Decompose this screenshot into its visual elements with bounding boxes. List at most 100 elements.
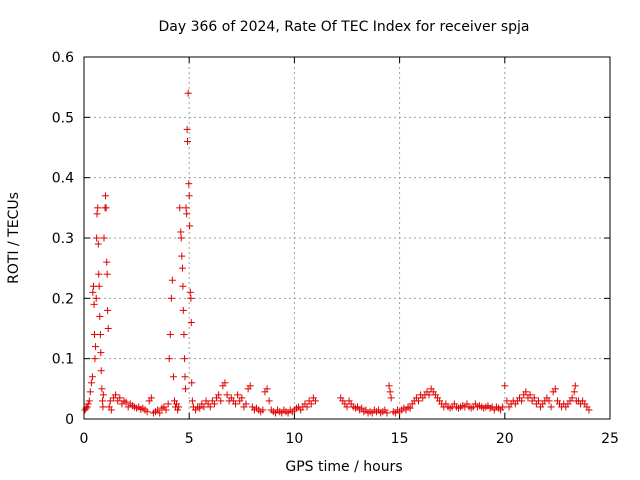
chart-title: Day 366 of 2024, Rate Of TEC Index for r…: [158, 19, 529, 35]
grid-layer: [84, 57, 610, 419]
data-point: [91, 355, 99, 363]
data-point: [570, 388, 578, 396]
data-point: [94, 204, 102, 212]
data-point: [101, 192, 109, 200]
data-point: [176, 204, 184, 212]
data-point: [86, 388, 94, 396]
data-point: [184, 137, 192, 145]
data-point: [181, 385, 189, 393]
data-point: [104, 325, 112, 332]
y-axis-label: ROTI / TECUs: [6, 192, 22, 284]
data-point: [425, 391, 433, 399]
data-point: [234, 391, 242, 399]
data-point: [96, 331, 104, 339]
data-point: [238, 394, 246, 402]
data-point: [547, 403, 555, 411]
data-point: [221, 379, 229, 387]
data-point: [92, 294, 100, 302]
data-point: [242, 400, 250, 408]
data-point: [188, 397, 196, 405]
data-point: [385, 382, 393, 390]
data-point: [303, 403, 311, 411]
y-tick-label: 0.6: [52, 50, 74, 66]
data-point: [147, 394, 155, 402]
y-tick-label: 0.2: [52, 291, 74, 307]
data-point: [503, 397, 511, 405]
data-point: [99, 397, 107, 405]
data-point: [571, 382, 579, 390]
data-point: [100, 234, 108, 242]
x-tick-label: 10: [285, 431, 303, 447]
data-point: [91, 331, 99, 339]
data-point: [182, 204, 190, 212]
data-point: [499, 403, 507, 411]
data-point: [177, 228, 185, 236]
data-point: [103, 258, 111, 266]
data-point: [383, 409, 391, 417]
data-point: [184, 89, 192, 97]
data-point: [106, 397, 114, 405]
data-point: [186, 288, 194, 296]
x-tick-label: 25: [601, 431, 619, 447]
data-point: [168, 276, 176, 284]
data-point: [386, 388, 394, 396]
data-point: [107, 406, 115, 414]
data-point: [122, 398, 130, 406]
data-point: [568, 394, 576, 402]
data-points: [81, 89, 593, 417]
y-tick-label: 0.5: [52, 110, 74, 126]
y-tick-label: 0.3: [52, 231, 74, 247]
data-point: [518, 397, 526, 405]
data-point: [215, 391, 223, 399]
data-point: [97, 367, 105, 375]
data-point: [143, 408, 151, 416]
x-tick-label: 20: [496, 431, 514, 447]
data-point: [104, 306, 112, 314]
data-point: [246, 382, 254, 390]
data-point: [178, 252, 186, 260]
data-point: [231, 400, 239, 408]
data-point: [180, 331, 188, 339]
data-point: [181, 373, 189, 381]
data-point: [112, 391, 120, 399]
data-point: [534, 397, 542, 405]
data-point: [177, 234, 185, 242]
data-point: [88, 373, 96, 381]
data-point: [206, 403, 214, 411]
data-point: [98, 385, 106, 393]
data-point: [103, 270, 111, 278]
data-point: [174, 406, 182, 414]
data-point: [265, 397, 273, 405]
data-point: [358, 404, 366, 412]
data-point: [387, 394, 395, 402]
data-point: [188, 379, 196, 387]
data-point: [99, 403, 107, 411]
data-point: [186, 222, 194, 230]
data-point: [93, 234, 101, 242]
x-tick-label: 15: [391, 431, 409, 447]
data-point: [90, 300, 98, 308]
data-point: [83, 403, 91, 411]
x-tick-label: 5: [185, 431, 194, 447]
data-point: [263, 385, 271, 393]
data-point: [164, 400, 172, 408]
data-point: [166, 331, 174, 339]
y-tick-label: 0.4: [52, 171, 74, 187]
data-point: [185, 180, 193, 188]
data-point: [545, 397, 553, 405]
data-point: [84, 400, 92, 408]
data-point: [311, 397, 319, 405]
data-point: [179, 306, 187, 314]
data-point: [178, 264, 186, 272]
data-point: [94, 240, 102, 248]
data-point: [116, 394, 124, 402]
data-point: [187, 294, 195, 302]
data-point: [99, 391, 107, 399]
data-point: [165, 355, 173, 363]
plot-frame: [83, 56, 611, 420]
data-point: [185, 192, 193, 200]
data-point: [200, 403, 208, 411]
data-point: [93, 210, 101, 218]
data-point: [181, 355, 189, 363]
